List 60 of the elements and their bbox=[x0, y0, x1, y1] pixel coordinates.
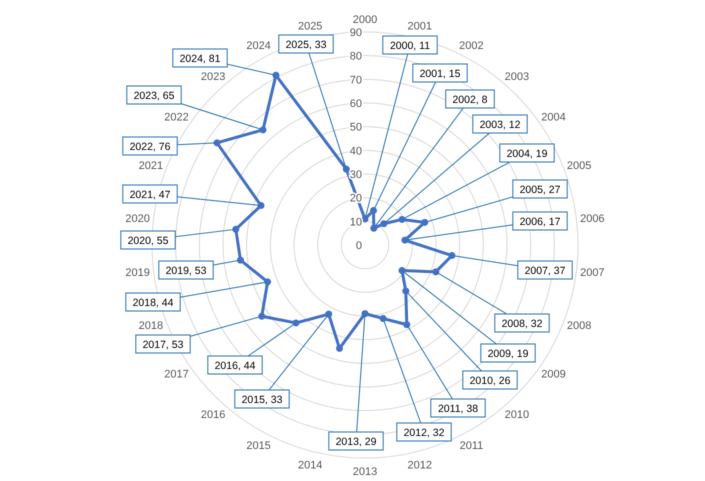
spoke-label: 2004 bbox=[541, 112, 566, 124]
data-label: 2000, 11 bbox=[390, 40, 430, 52]
y-tick-label: 90 bbox=[350, 27, 362, 39]
data-label: 2025, 33 bbox=[286, 39, 327, 51]
y-tick-label: 10 bbox=[350, 216, 362, 228]
data-label: 2012, 32 bbox=[404, 427, 445, 439]
data-label: 2019, 53 bbox=[166, 265, 207, 277]
spoke-label: 2014 bbox=[298, 459, 322, 472]
spoke-label: 2005 bbox=[566, 160, 592, 172]
data-label: 2004, 19 bbox=[506, 148, 548, 160]
data-label: 2022, 76 bbox=[130, 141, 171, 153]
spoke-label: 2008 bbox=[566, 320, 592, 332]
spoke-label: 2019 bbox=[125, 267, 150, 280]
spoke-label: 2012 bbox=[408, 459, 432, 472]
data-label: 2021, 47 bbox=[130, 189, 171, 201]
spoke-label: 2016 bbox=[200, 409, 226, 422]
data-label: 2008, 32 bbox=[502, 318, 543, 330]
data-label: 2018, 44 bbox=[132, 297, 174, 309]
spoke-label: 2021 bbox=[138, 160, 164, 172]
data-label: 2024, 81 bbox=[180, 53, 221, 65]
data-label: 2020, 55 bbox=[128, 235, 169, 247]
data-label: 2001, 15 bbox=[420, 68, 461, 80]
data-label: 2016, 44 bbox=[214, 360, 256, 372]
spoke-label: 2013 bbox=[352, 466, 378, 478]
spoke-label: 2020 bbox=[125, 212, 150, 225]
y-tick-label: 40 bbox=[350, 145, 362, 158]
spoke-label: 2017 bbox=[164, 368, 189, 380]
y-tick-label: 60 bbox=[350, 98, 362, 110]
data-label: 2005, 27 bbox=[520, 184, 561, 196]
data-label: 2006, 17 bbox=[520, 216, 561, 228]
spoke-label: 2001 bbox=[408, 20, 432, 33]
data-label: 2003, 12 bbox=[480, 119, 521, 131]
y-tick-label: 30 bbox=[350, 169, 362, 181]
spoke-label: 2018 bbox=[138, 320, 164, 332]
y-tick-label: 50 bbox=[350, 122, 362, 134]
data-label: 2010, 26 bbox=[470, 375, 511, 387]
data-label: 2002, 8 bbox=[452, 94, 488, 106]
spoke-label: 2025 bbox=[298, 20, 322, 33]
spoke-label: 2000 bbox=[352, 14, 378, 26]
y-tick-label: 80 bbox=[350, 50, 362, 63]
data-label: 2007, 37 bbox=[524, 265, 566, 277]
spoke-label: 2007 bbox=[580, 267, 605, 280]
y-tick-label: 70 bbox=[350, 74, 362, 86]
spoke-label: 2024 bbox=[246, 40, 271, 52]
spoke-label: 2015 bbox=[246, 440, 271, 452]
data-label: 2015, 33 bbox=[242, 394, 283, 406]
data-label: 2011, 38 bbox=[438, 403, 478, 415]
data-label: 2013, 29 bbox=[336, 436, 377, 448]
data-label: 2023, 65 bbox=[134, 90, 175, 102]
spoke-label: 2009 bbox=[541, 368, 566, 380]
spoke-label: 2010 bbox=[504, 409, 530, 422]
spoke-label: 2006 bbox=[580, 212, 605, 225]
spoke-label: 2011 bbox=[460, 440, 484, 452]
spoke-label: 2023 bbox=[200, 70, 226, 83]
data-label: 2017, 53 bbox=[142, 339, 184, 351]
spoke-label: 2003 bbox=[504, 70, 530, 83]
spoke-label: 2002 bbox=[459, 40, 484, 52]
y-tick-label: 0 bbox=[356, 240, 362, 252]
data-label: 2009, 19 bbox=[488, 348, 529, 360]
spoke-label: 2022 bbox=[164, 112, 189, 124]
